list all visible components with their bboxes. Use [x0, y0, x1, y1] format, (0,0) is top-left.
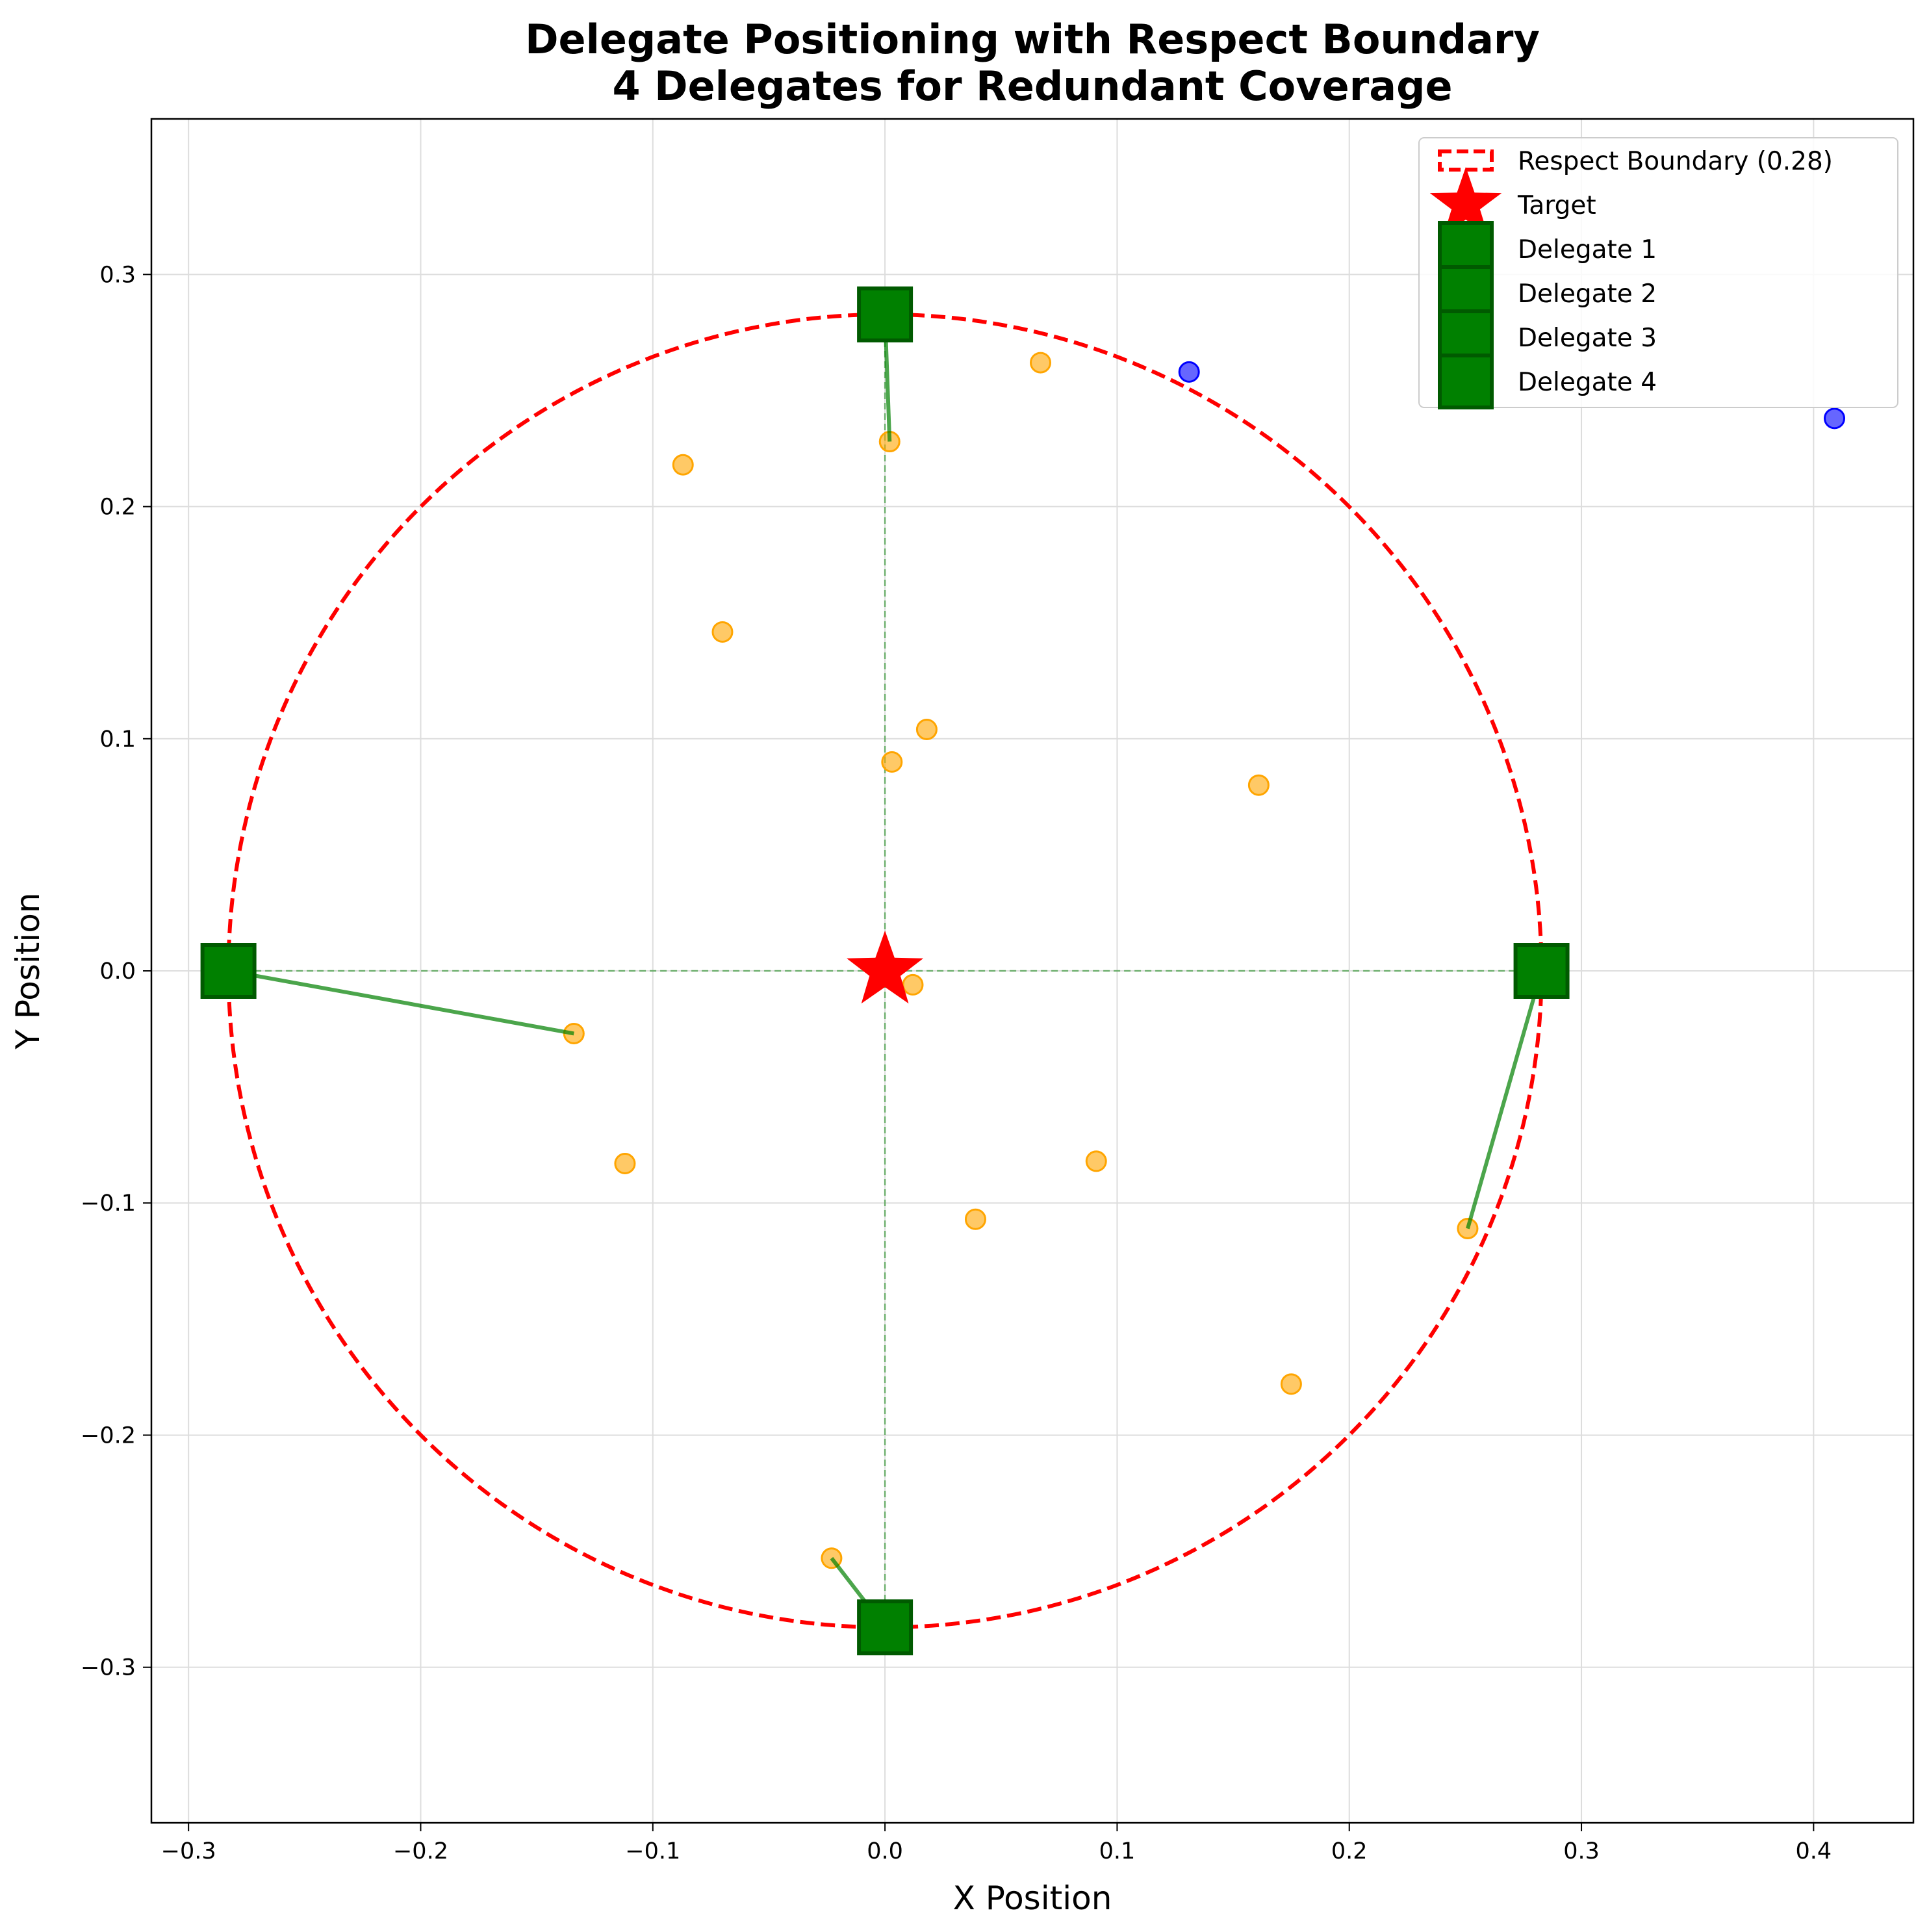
- y-tick-label: 0.1: [99, 727, 136, 753]
- y-tick-label: 0.3: [99, 262, 136, 288]
- x-tick-label: −0.3: [161, 1838, 216, 1864]
- target-star-marker: [847, 931, 924, 1004]
- y-tick-label: 0.2: [99, 495, 136, 521]
- inside-point: [1030, 352, 1052, 374]
- inside-point: [881, 751, 903, 773]
- inside-point: [1085, 1150, 1107, 1172]
- delegate-marker: [857, 286, 913, 342]
- inside-point: [1280, 1373, 1302, 1395]
- delegate-assignment-line: [1466, 970, 1544, 1230]
- legend-entry-delegate: Delegate 2: [1518, 279, 1657, 309]
- x-tick-label: 0.0: [867, 1838, 903, 1864]
- x-tick-label: 0.3: [1563, 1838, 1600, 1864]
- plot-area: −0.3 −0.2 −0.1 0.0 0.1 0.2 0.3 0.4 −0.3 −0.2 −0.1 0…: [81, 118, 1915, 1864]
- x-tick-label: 0.4: [1796, 1838, 1832, 1864]
- y-axis-label: Y Position: [9, 892, 47, 1050]
- delegate-marker: [857, 1599, 913, 1656]
- inside-point: [1247, 774, 1270, 796]
- inside-point: [902, 973, 924, 996]
- y-tick-label: −0.1: [81, 1191, 136, 1217]
- x-tick-label: 0.2: [1331, 1838, 1368, 1864]
- delegate-assignment-line: [228, 969, 574, 1036]
- legend-box: [1418, 137, 1898, 408]
- inside-point: [614, 1152, 636, 1174]
- legend-entry-delegate: Delegate 1: [1518, 235, 1657, 264]
- y-tick-label: −0.3: [81, 1655, 136, 1681]
- x-axis-label: X Position: [953, 1879, 1112, 1917]
- inside-point: [915, 718, 938, 740]
- legend: Respect Boundary (0.28) Target Delegate 1 D…: [1418, 137, 1898, 409]
- inside-point: [672, 454, 694, 476]
- legend-entry-target: Target: [1517, 191, 1596, 220]
- delegate-marker: [1513, 943, 1570, 999]
- x-tick-label: −0.1: [625, 1838, 680, 1864]
- legend-entry-delegate: Delegate 4: [1518, 368, 1657, 397]
- x-tick-label: −0.2: [393, 1838, 448, 1864]
- legend-delegate-swatch: [1438, 354, 1494, 409]
- inside-point: [711, 621, 734, 643]
- chart-title: Delegate Positioning with Respect Bounda…: [525, 16, 1540, 110]
- outside-point: [1824, 407, 1846, 430]
- legend-entry-delegate: Delegate 3: [1518, 324, 1657, 353]
- delegate-marker: [200, 943, 257, 999]
- chart-title-line: Delegate Positioning with Respect Bounda…: [525, 16, 1540, 63]
- y-tick-label: −0.2: [81, 1423, 136, 1449]
- legend-target-swatch: [1429, 167, 1502, 235]
- chart-title-line: 4 Delegates for Redundant Coverage: [612, 62, 1452, 110]
- y-tick-label: 0.0: [99, 959, 136, 985]
- axes-frame: [150, 118, 1915, 1824]
- legend-entry-boundary: Respect Boundary (0.28): [1518, 147, 1833, 176]
- inside-point: [964, 1208, 986, 1230]
- outside-point: [1178, 361, 1200, 383]
- x-tick-label: 0.1: [1099, 1838, 1136, 1864]
